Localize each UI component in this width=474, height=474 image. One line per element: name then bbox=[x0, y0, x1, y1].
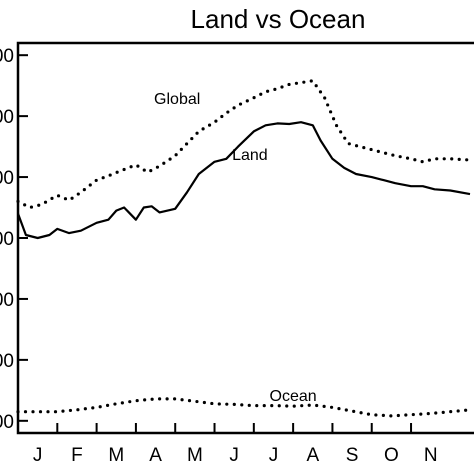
series-line-land bbox=[16, 121, 471, 240]
x-tick-label: A bbox=[306, 445, 319, 466]
x-tick-label: A bbox=[149, 445, 162, 466]
x-tick-label: J bbox=[269, 445, 279, 466]
x-tick-label: M bbox=[187, 445, 203, 466]
series-label-global: Global bbox=[154, 91, 200, 108]
y-tick-label: 00 bbox=[0, 412, 14, 433]
y-axis: 00 00 00 00 00 00 00 bbox=[0, 46, 28, 433]
y-tick-label: 00 bbox=[0, 229, 14, 250]
y-tick-label: 00 bbox=[0, 168, 14, 189]
x-tick-label: J bbox=[229, 445, 239, 466]
x-tick-label: N bbox=[424, 445, 438, 466]
x-tick-label: S bbox=[346, 445, 359, 466]
x-tick-label: J bbox=[33, 445, 43, 466]
y-tick-label: 00 bbox=[0, 351, 14, 372]
x-tick-label: F bbox=[71, 445, 83, 466]
y-tick-label: 00 bbox=[0, 290, 14, 311]
series-line-ocean bbox=[16, 397, 472, 418]
y-tick-label: 00 bbox=[0, 107, 14, 128]
series-labels: Global Land Ocean bbox=[154, 91, 317, 405]
x-tick-label: O bbox=[384, 445, 399, 466]
y-tick-label: 00 bbox=[0, 46, 14, 67]
series-label-land: Land bbox=[232, 147, 268, 164]
series-label-ocean: Ocean bbox=[270, 388, 317, 405]
chart-title: Land vs Ocean bbox=[191, 4, 366, 34]
series-line-global bbox=[16, 79, 472, 210]
series-layer bbox=[16, 79, 472, 418]
x-tick-label: M bbox=[108, 445, 124, 466]
